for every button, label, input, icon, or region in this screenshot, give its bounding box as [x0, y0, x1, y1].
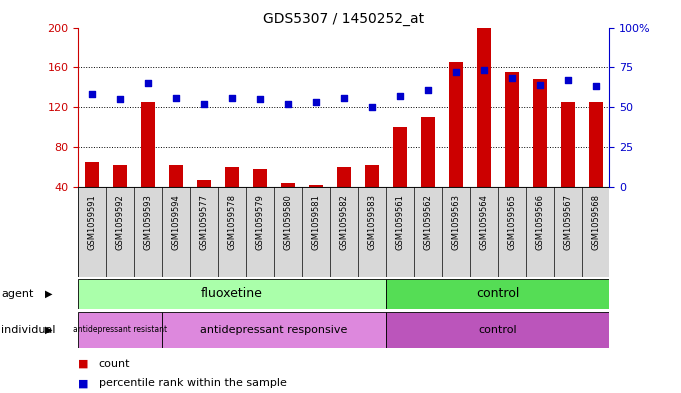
Text: count: count [99, 358, 130, 369]
Text: GSM1059583: GSM1059583 [367, 194, 377, 250]
Bar [365, 165, 379, 187]
Point [366, 104, 377, 110]
Point [338, 94, 349, 101]
Text: GSM1059577: GSM1059577 [200, 194, 208, 250]
Bar [225, 167, 239, 187]
Text: GSM1059565: GSM1059565 [507, 194, 516, 250]
Text: ▶: ▶ [45, 325, 53, 335]
Text: percentile rank within the sample: percentile rank within the sample [99, 378, 287, 388]
Text: GSM1059580: GSM1059580 [283, 194, 293, 250]
Text: GSM1059564: GSM1059564 [479, 194, 488, 250]
Bar [337, 167, 351, 187]
Bar [560, 102, 575, 187]
Point [590, 83, 601, 90]
Bar [477, 28, 491, 187]
Point [562, 77, 573, 83]
Point [534, 82, 545, 88]
Point [255, 96, 266, 102]
Bar [169, 165, 183, 187]
Text: ■: ■ [78, 358, 89, 369]
Text: antidepressant resistant: antidepressant resistant [73, 325, 168, 334]
Point [311, 99, 321, 105]
Bar [162, 312, 386, 348]
Text: individual: individual [1, 325, 56, 335]
Text: GSM1059582: GSM1059582 [339, 194, 349, 250]
Text: GSM1059568: GSM1059568 [591, 194, 600, 250]
Bar [505, 72, 519, 187]
Text: GSM1059567: GSM1059567 [563, 194, 572, 250]
Point [227, 94, 238, 101]
Text: agent: agent [1, 289, 34, 299]
Text: GSM1059563: GSM1059563 [452, 194, 460, 250]
Text: GSM1059592: GSM1059592 [116, 194, 125, 250]
Bar [281, 183, 295, 187]
Bar [449, 62, 462, 187]
Text: GSM1059561: GSM1059561 [395, 194, 405, 250]
Point [394, 93, 405, 99]
Text: GSM1059593: GSM1059593 [144, 194, 153, 250]
Bar [78, 279, 386, 309]
Point [283, 101, 294, 107]
Bar [197, 180, 211, 187]
Bar [421, 117, 434, 187]
Point [199, 101, 210, 107]
Bar [386, 279, 609, 309]
Text: GSM1059579: GSM1059579 [255, 194, 264, 250]
Bar [533, 79, 547, 187]
Point [171, 94, 182, 101]
Text: GSM1059578: GSM1059578 [227, 194, 236, 250]
Point [506, 75, 517, 82]
Text: antidepressant responsive: antidepressant responsive [200, 325, 348, 335]
Bar [309, 185, 323, 187]
Text: GDS5307 / 1450252_at: GDS5307 / 1450252_at [264, 12, 424, 26]
Bar [78, 312, 162, 348]
Text: ▶: ▶ [45, 289, 53, 299]
Text: control: control [478, 325, 517, 335]
Bar [113, 165, 127, 187]
Text: GSM1059594: GSM1059594 [172, 194, 180, 250]
Text: GSM1059581: GSM1059581 [311, 194, 321, 250]
Text: fluoxetine: fluoxetine [201, 287, 263, 300]
Bar [141, 102, 155, 187]
Text: GSM1059591: GSM1059591 [88, 194, 97, 250]
Bar [393, 127, 407, 187]
Text: control: control [476, 287, 520, 300]
Point [450, 69, 461, 75]
Point [115, 96, 126, 102]
Point [87, 91, 98, 97]
Text: GSM1059562: GSM1059562 [424, 194, 432, 250]
Text: ■: ■ [78, 378, 89, 388]
Bar [588, 102, 603, 187]
Text: GSM1059566: GSM1059566 [535, 194, 544, 250]
Point [478, 67, 489, 73]
Point [422, 86, 433, 93]
Bar [253, 169, 267, 187]
Bar [85, 162, 99, 187]
Point [143, 80, 154, 86]
Bar [386, 312, 609, 348]
